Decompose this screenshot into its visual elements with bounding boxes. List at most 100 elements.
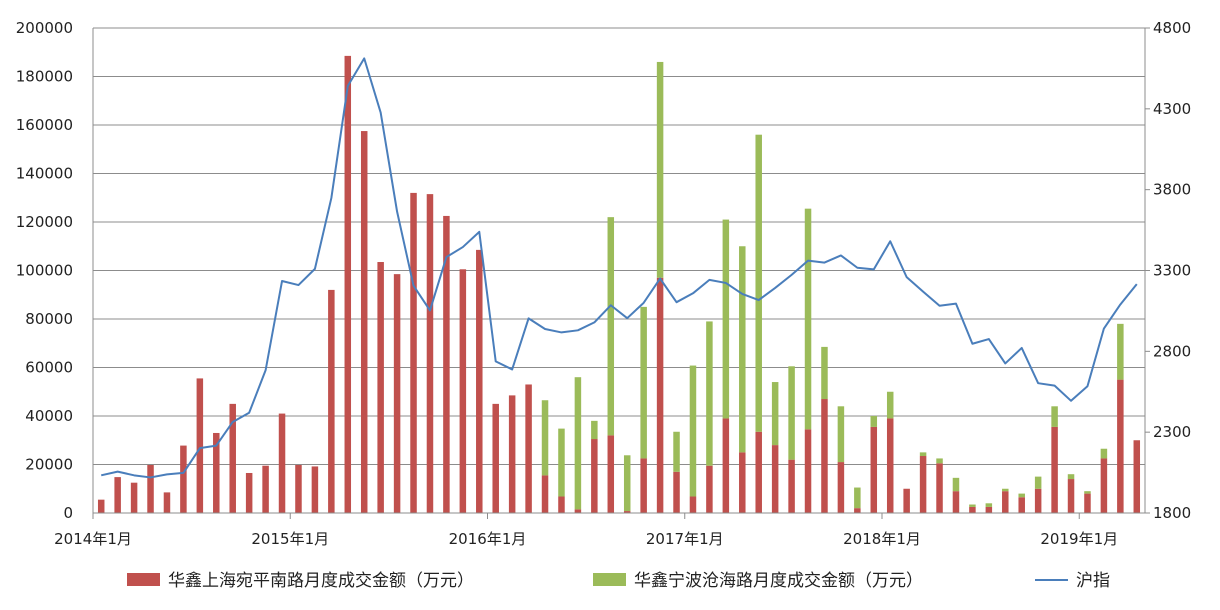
- bar-wanpingnan: [574, 509, 582, 513]
- legend-swatch-canghai: [593, 573, 626, 586]
- bar-wanpingnan: [969, 506, 976, 513]
- y-right-tick-label: 4300: [1153, 100, 1191, 118]
- bar-canghai: [969, 504, 976, 507]
- legend-label-index: 沪指: [1076, 571, 1110, 591]
- bar-wanpingnan: [525, 384, 532, 513]
- bar-wanpingnan: [213, 432, 220, 513]
- bar-canghai: [837, 406, 845, 463]
- bar-wanpingnan: [163, 492, 171, 513]
- bar-wanpingnan: [903, 488, 910, 513]
- bar-wanpingnan: [854, 508, 861, 513]
- bar-wanpingnan: [541, 475, 549, 513]
- bar-wanpingnan: [837, 462, 845, 513]
- bar-wanpingnan: [393, 274, 401, 513]
- bar-wanpingnan: [1018, 497, 1025, 513]
- bar-wanpingnan: [739, 452, 746, 513]
- bar-canghai: [804, 208, 812, 430]
- bar-canghai: [870, 416, 878, 427]
- bar-wanpingnan: [295, 464, 302, 513]
- bar-canghai: [1051, 406, 1058, 427]
- bar-canghai: [1018, 493, 1025, 498]
- bar-wanpingnan: [476, 249, 483, 513]
- bar-wanpingnan: [328, 289, 335, 513]
- bar-canghai: [985, 503, 993, 507]
- bar-canghai: [919, 452, 927, 457]
- bar-canghai: [558, 428, 565, 497]
- y-left-tick-label: 160000: [16, 116, 73, 134]
- bar-canghai: [1117, 323, 1124, 380]
- bar-wanpingnan: [1100, 458, 1108, 513]
- x-tick-label: 2017年1月: [646, 530, 724, 548]
- bar-wanpingnan: [180, 445, 187, 513]
- y-right-tick-label: 4800: [1153, 19, 1191, 37]
- bar-wanpingnan: [870, 426, 878, 513]
- bar-wanpingnan: [607, 435, 615, 513]
- bar-canghai: [952, 477, 960, 492]
- bar-wanpingnan: [130, 482, 138, 513]
- legend-label-canghai: 华鑫宁波沧海路月度成交金额（万元）: [634, 571, 923, 591]
- bar-wanpingnan: [771, 445, 779, 513]
- bar-wanpingnan: [623, 511, 631, 513]
- bar-wanpingnan: [936, 463, 943, 513]
- bar-wanpingnan: [360, 131, 368, 513]
- bar-wanpingnan: [443, 215, 450, 513]
- x-tick-label: 2018年1月: [843, 530, 921, 548]
- bar-canghai: [739, 246, 746, 453]
- y-left-tick-label: 200000: [16, 19, 73, 37]
- y-right-tick-label: 3300: [1153, 262, 1191, 280]
- bar-wanpingnan: [147, 464, 154, 513]
- bar-canghai: [689, 365, 697, 497]
- legend-swatch-wanpingnan: [127, 573, 160, 586]
- bar-canghai: [722, 219, 730, 419]
- axes: 0 20000 40000 60000 80000 100000 120000 140000 1…: [16, 19, 1191, 548]
- bar-canghai: [706, 321, 713, 466]
- bar-canghai: [755, 134, 762, 432]
- bar-wanpingnan: [97, 499, 105, 513]
- bar-canghai: [771, 382, 779, 446]
- bar-wanpingnan: [196, 378, 204, 513]
- y-left-tick-label: 80000: [25, 310, 73, 328]
- y-right-tick-label: 2800: [1153, 342, 1191, 360]
- bar-canghai: [1002, 488, 1009, 492]
- bar-wanpingnan: [1117, 379, 1124, 513]
- bar-wanpingnan: [114, 477, 121, 513]
- bar-canghai: [640, 306, 647, 459]
- bar-wanpingnan: [278, 413, 286, 513]
- bar-wanpingnan: [410, 192, 417, 513]
- bar-wanpingnan: [1034, 488, 1042, 513]
- gridlines: [93, 27, 1145, 465]
- bar-wanpingnan: [952, 491, 960, 513]
- bar-wanpingnan: [508, 395, 516, 513]
- bar-canghai: [821, 346, 828, 400]
- y-left-tick-label: 60000: [25, 359, 73, 377]
- bar-canghai: [1034, 476, 1042, 489]
- bar-canghai: [656, 61, 664, 278]
- y-left-tick-label: 40000: [25, 407, 73, 425]
- bar-canghai: [1100, 448, 1108, 459]
- bar-canghai: [886, 391, 894, 419]
- bar-wanpingnan: [656, 277, 664, 513]
- bar-canghai: [854, 487, 861, 509]
- legend: 华鑫上海宛平南路月度成交金额（万元） 华鑫宁波沧海路月度成交金额（万元） 沪指: [127, 571, 1110, 591]
- y-right-tick-label: 3800: [1153, 181, 1191, 199]
- bar-wanpingnan: [344, 55, 352, 513]
- bar-canghai: [673, 431, 680, 472]
- x-tick-label: 2019年1月: [1040, 530, 1118, 548]
- bar-wanpingnan: [706, 465, 713, 513]
- bar-wanpingnan: [821, 399, 828, 513]
- bar-canghai: [541, 400, 549, 476]
- bar-wanpingnan: [788, 459, 795, 513]
- legend-label-wanpingnan: 华鑫上海宛平南路月度成交金额（万元）: [168, 571, 474, 591]
- bar-canghai: [936, 458, 943, 464]
- bar-wanpingnan: [1133, 440, 1141, 513]
- bar-wanpingnan: [919, 456, 927, 513]
- bar-wanpingnan: [755, 431, 762, 513]
- y-left-tick-label: 180000: [16, 68, 73, 86]
- bar-canghai: [574, 377, 582, 510]
- bar-wanpingnan: [426, 194, 434, 514]
- y-right-tick-label: 1800: [1153, 504, 1191, 522]
- x-tick-label: 2014年1月: [54, 530, 132, 548]
- bar-wanpingnan: [722, 418, 730, 513]
- bar-wanpingnan: [886, 418, 894, 513]
